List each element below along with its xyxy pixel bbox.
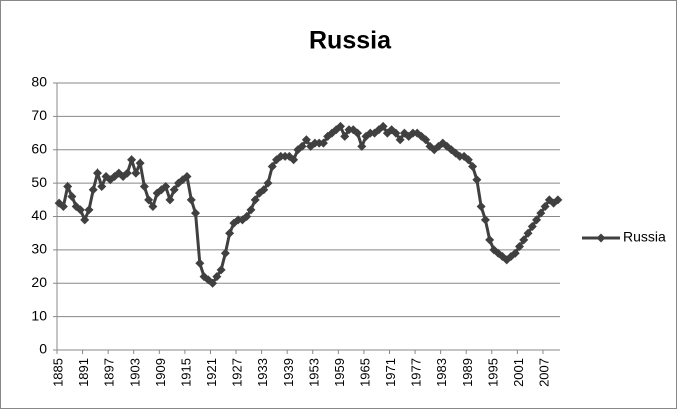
data-point xyxy=(97,181,107,191)
x-tick-label: 1927 xyxy=(230,358,245,387)
x-tick-label: 1939 xyxy=(281,358,296,387)
data-point xyxy=(58,201,68,211)
x-tick-label: 1995 xyxy=(485,358,500,387)
data-point xyxy=(378,121,388,131)
data-point xyxy=(212,272,222,282)
data-point xyxy=(135,158,145,168)
x-tick-label: 1921 xyxy=(204,358,219,387)
data-point xyxy=(476,201,486,211)
y-tick-label: 40 xyxy=(31,207,47,223)
data-point xyxy=(532,215,542,225)
y-tick-label: 20 xyxy=(31,274,47,290)
y-tick-label: 10 xyxy=(31,307,47,323)
data-point xyxy=(340,131,350,141)
data-point xyxy=(331,125,341,135)
x-tick-label: 1909 xyxy=(153,358,168,387)
data-point xyxy=(88,185,98,195)
data-point xyxy=(523,228,533,238)
data-point xyxy=(301,135,311,145)
data-point xyxy=(75,205,85,215)
y-tick-label: 60 xyxy=(31,140,47,156)
data-point xyxy=(515,242,525,252)
x-tick-label: 1953 xyxy=(306,358,321,387)
x-tick-label: 1977 xyxy=(409,358,424,387)
data-point xyxy=(510,248,520,258)
data-point xyxy=(553,195,563,205)
data-point xyxy=(165,195,175,205)
x-tick-label: 2001 xyxy=(511,358,526,387)
data-point xyxy=(263,178,273,188)
x-tick-label: 1933 xyxy=(255,358,270,387)
data-point xyxy=(220,248,230,258)
y-tick-label: 50 xyxy=(31,174,47,190)
data-point xyxy=(519,235,529,245)
data-point xyxy=(84,205,94,215)
data-point xyxy=(540,201,550,211)
chart-title: Russia xyxy=(309,27,392,55)
series-line xyxy=(58,124,559,286)
x-tick-label: 1971 xyxy=(383,358,398,387)
data-point xyxy=(472,175,482,185)
data-point xyxy=(480,215,490,225)
x-tick-label: 1891 xyxy=(76,358,91,387)
data-point xyxy=(195,258,205,268)
data-point xyxy=(208,278,218,288)
data-point xyxy=(131,168,141,178)
data-point xyxy=(468,161,478,171)
x-tick-label: 1983 xyxy=(434,358,449,387)
data-point xyxy=(318,138,328,148)
data-point xyxy=(148,201,158,211)
data-point xyxy=(63,181,73,191)
data-point xyxy=(216,265,226,275)
data-point xyxy=(246,205,256,215)
data-point xyxy=(297,141,307,151)
data-point xyxy=(463,155,473,165)
data-point xyxy=(242,212,252,221)
data-point xyxy=(225,228,235,238)
x-tick-label: 2007 xyxy=(537,358,552,387)
data-point xyxy=(80,215,90,225)
data-point xyxy=(353,128,363,138)
y-tick-label: 30 xyxy=(31,241,47,257)
x-tick-label: 1959 xyxy=(332,358,347,387)
data-point xyxy=(391,128,401,138)
x-tick-label: 1989 xyxy=(460,358,475,387)
data-point xyxy=(139,181,149,191)
data-point xyxy=(335,121,345,131)
data-point xyxy=(144,195,154,205)
y-tick-label: 70 xyxy=(31,107,47,123)
data-point xyxy=(421,135,431,145)
data-point xyxy=(374,125,384,135)
data-point xyxy=(395,135,405,145)
data-point xyxy=(169,185,179,195)
data-point xyxy=(267,161,277,171)
legend-marker xyxy=(596,233,606,243)
data-point xyxy=(259,185,269,195)
x-tick-label: 1965 xyxy=(357,358,372,387)
data-point xyxy=(527,222,537,232)
data-point xyxy=(250,195,260,205)
data-point xyxy=(357,141,367,151)
data-point xyxy=(289,155,299,165)
x-tick-label: 1903 xyxy=(127,358,142,387)
data-point xyxy=(186,195,196,205)
data-point xyxy=(536,208,546,218)
data-point xyxy=(485,235,495,245)
data-point xyxy=(161,181,171,191)
legend-label: Russia xyxy=(623,229,666,245)
y-tick-label: 0 xyxy=(39,341,47,357)
data-point xyxy=(191,208,201,218)
x-tick-label: 1897 xyxy=(102,358,117,387)
data-point xyxy=(92,168,102,178)
data-point xyxy=(122,168,132,178)
y-tick-label: 80 xyxy=(31,74,47,90)
x-tick-label: 1915 xyxy=(178,358,193,387)
x-tick-label: 1885 xyxy=(51,358,66,387)
data-point xyxy=(67,191,77,201)
data-point xyxy=(182,171,192,181)
data-point xyxy=(127,155,137,165)
